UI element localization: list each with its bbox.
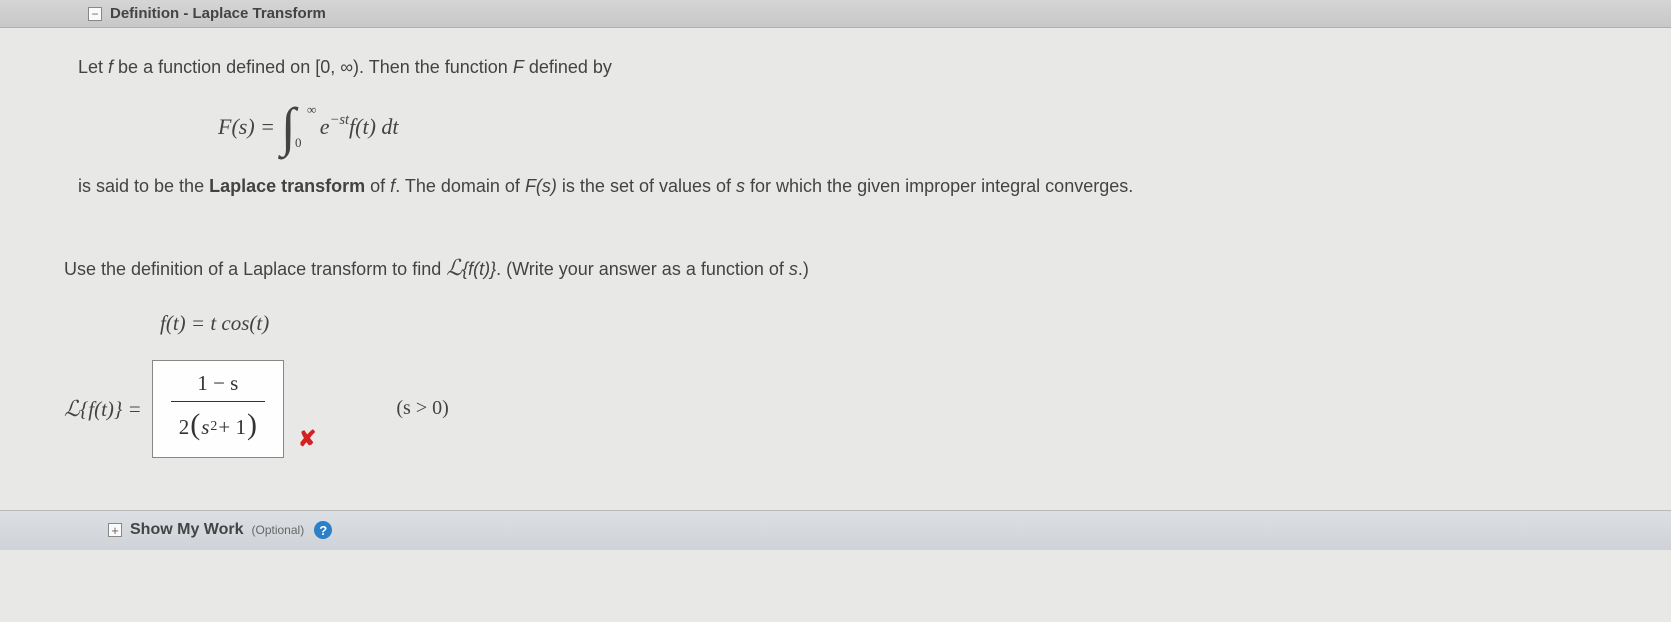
d2: 2 — [179, 411, 190, 444]
collapse-icon[interactable]: − — [88, 7, 102, 21]
condition-text: (s > 0) — [396, 393, 448, 424]
rest: f(t) dt — [349, 114, 399, 139]
text: defined by — [524, 57, 612, 77]
content-area: Let f be a function defined on [0, ∞). T… — [0, 28, 1671, 468]
ds: s — [201, 411, 209, 444]
numerator: 1 − s — [189, 367, 246, 402]
integral-upper: ∞ — [307, 100, 316, 120]
ft-definition: f(t) = t cos(t) — [160, 307, 1593, 340]
v: s — [736, 176, 745, 196]
definition-title: Definition - Laplace Transform — [110, 5, 326, 22]
formula-definition: F(s) = ∫ ∞ 0 e−stf(t) dt — [218, 106, 1593, 149]
num-text: 1 − s — [197, 371, 238, 395]
braces: {f(t)} — [462, 259, 496, 279]
help-icon[interactable]: ? — [314, 521, 332, 539]
integral-lower: 0 — [295, 133, 302, 153]
t: is the set of values of — [557, 176, 736, 196]
intro-text: Let f be a function defined on [0, ∞). T… — [78, 54, 1593, 82]
expand-icon[interactable]: + — [108, 523, 122, 537]
lp: ( — [190, 402, 200, 449]
v: s — [789, 259, 798, 279]
t: is said to be the — [78, 176, 209, 196]
t: . (Write your answer as a function of — [496, 259, 789, 279]
laplace-bold: Laplace transform — [209, 176, 365, 196]
fraction: 1 − s 2 ( s2 + 1 ) — [171, 367, 265, 451]
answer-row: ℒ{f(t)} = 1 − s 2 ( s2 + 1 ) ✘ (s > 0) — [64, 360, 1593, 458]
integral-icon: ∫ — [281, 106, 296, 149]
denominator: 2 ( s2 + 1 ) — [171, 401, 265, 451]
wrong-icon: ✘ — [298, 422, 316, 456]
show-work-title[interactable]: Show My Work — [130, 521, 244, 539]
t: Use the definition of a Laplace transfor… — [64, 259, 446, 279]
v: F(s) — [525, 176, 557, 196]
optional-label: (Optional) — [252, 523, 305, 537]
script-l: ℒ — [64, 396, 80, 421]
formula-lhs: F(s) = — [218, 110, 275, 144]
t: .) — [798, 259, 809, 279]
plus: + 1 — [218, 411, 246, 444]
answer-lhs: ℒ{f(t)} = — [64, 392, 142, 426]
definition-header: − Definition - Laplace Transform — [0, 0, 1671, 28]
script-l: ℒ — [446, 255, 462, 280]
integrand: e−stf(t) dt — [320, 110, 399, 144]
text: Let — [78, 57, 108, 77]
instruction-text: Use the definition of a Laplace transfor… — [64, 251, 1593, 285]
show-work-bar: + Show My Work (Optional) ? — [0, 510, 1671, 550]
t: {f(t)} = — [80, 397, 142, 421]
t: of — [365, 176, 390, 196]
t: . The domain of — [395, 176, 525, 196]
e: e — [320, 114, 330, 139]
integral-symbol: ∫ ∞ 0 — [281, 106, 296, 149]
text: be a function defined on [0, ∞). Then th… — [113, 57, 513, 77]
t: for which the given improper integral co… — [745, 176, 1133, 196]
var-F: F — [513, 57, 524, 77]
definition-tail: is said to be the Laplace transform of f… — [78, 173, 1593, 201]
answer-input[interactable]: 1 − s 2 ( s2 + 1 ) — [152, 360, 284, 458]
exp: −st — [330, 112, 349, 128]
sq: 2 — [210, 415, 217, 436]
rp: ) — [247, 402, 257, 449]
